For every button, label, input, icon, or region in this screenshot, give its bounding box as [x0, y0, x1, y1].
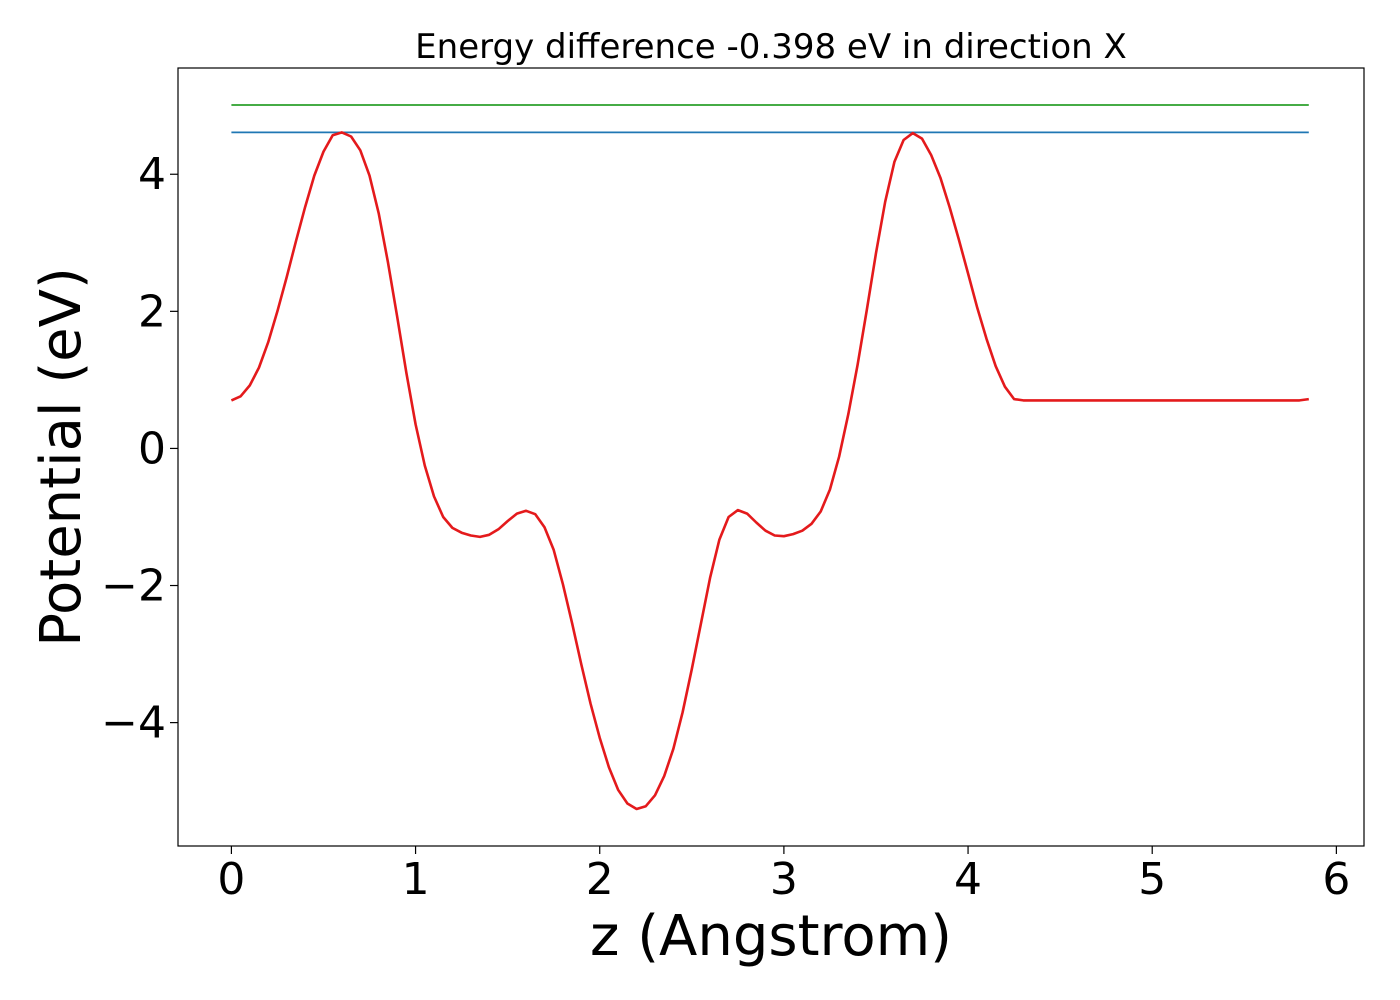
- plot-frame: [177, 67, 1365, 847]
- x-axis-label: z (Angstrom): [590, 904, 952, 969]
- y-tick-label: −2: [101, 561, 166, 612]
- x-tick-label: 2: [586, 854, 614, 905]
- series-line-2: [230, 131, 1309, 811]
- x-tick-label: 4: [954, 854, 982, 905]
- y-axis-label: Potential (eV): [29, 267, 94, 647]
- series-layer: [230, 104, 1309, 811]
- x-tick-label: 0: [217, 854, 245, 905]
- x-tick-label: 1: [402, 854, 430, 905]
- chart-title: Energy difference -0.398 eV in direction…: [415, 27, 1127, 67]
- y-tick-label: 0: [138, 423, 166, 474]
- x-axis-ticks: 0 1 2 3 4 5 6: [217, 846, 1350, 905]
- x-tick-label: 6: [1322, 854, 1350, 905]
- y-tick-label: −4: [101, 698, 166, 749]
- y-tick-label: 4: [138, 149, 166, 200]
- y-axis-ticks: −4 −2 0 2 4: [101, 149, 178, 749]
- x-tick-label: 5: [1138, 854, 1166, 905]
- y-tick-label: 2: [138, 286, 166, 337]
- x-tick-label: 3: [770, 854, 798, 905]
